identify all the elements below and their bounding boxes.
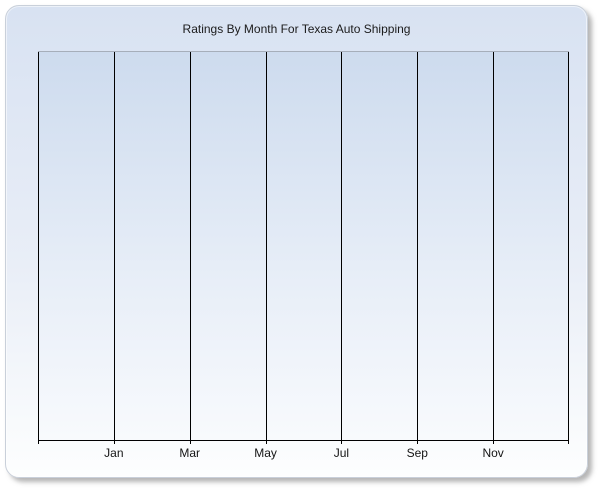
x-axis-label-sep: Sep: [406, 446, 428, 460]
gridline-4: [341, 52, 343, 444]
x-axis-label-nov: Nov: [482, 446, 504, 460]
x-axis-label-jul: Jul: [333, 446, 350, 460]
x-axis-label-mar: Mar: [179, 446, 201, 460]
gridline-6: [493, 52, 495, 444]
gridline-0: [38, 52, 39, 444]
plot-area: Jan Mar May Jul Sep Nov: [38, 51, 569, 460]
chart-title: Ratings By Month For Texas Auto Shipping: [182, 22, 411, 36]
gridline-3: [265, 52, 267, 444]
gridline-2: [189, 52, 191, 444]
x-axis-label-may: May: [254, 446, 277, 460]
gridline-5: [417, 52, 419, 444]
chart-panel: Ratings By Month For Texas Auto Shipping…: [5, 5, 588, 478]
x-axis-label-jan: Jan: [104, 446, 124, 460]
gridline-1: [113, 52, 115, 444]
gridline-7: [568, 52, 569, 444]
